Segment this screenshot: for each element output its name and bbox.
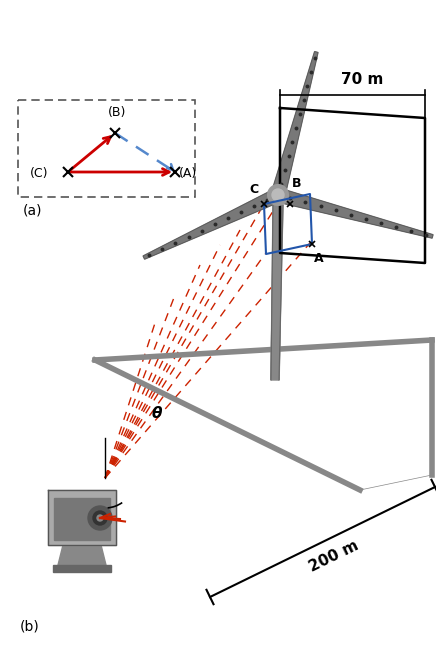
Polygon shape [143,189,281,259]
Text: 70 m: 70 m [341,72,384,87]
Circle shape [88,506,112,530]
Text: (a): (a) [23,204,42,218]
Text: C: C [249,183,258,196]
Polygon shape [54,498,110,540]
Circle shape [97,515,103,521]
Polygon shape [53,565,111,572]
Text: (A): (A) [179,167,197,180]
Circle shape [268,185,288,205]
Text: θ: θ [152,406,163,421]
Polygon shape [276,188,433,238]
FancyBboxPatch shape [18,100,195,197]
Circle shape [93,511,107,525]
Polygon shape [48,490,116,545]
Text: (C): (C) [30,167,48,180]
Circle shape [272,189,284,201]
Polygon shape [58,545,106,565]
Text: A: A [314,252,324,265]
Text: (b): (b) [20,619,40,633]
Text: 200 m: 200 m [307,538,361,575]
Polygon shape [271,205,283,380]
Text: B: B [292,177,302,190]
Polygon shape [271,51,318,197]
Text: (B): (B) [108,106,126,119]
